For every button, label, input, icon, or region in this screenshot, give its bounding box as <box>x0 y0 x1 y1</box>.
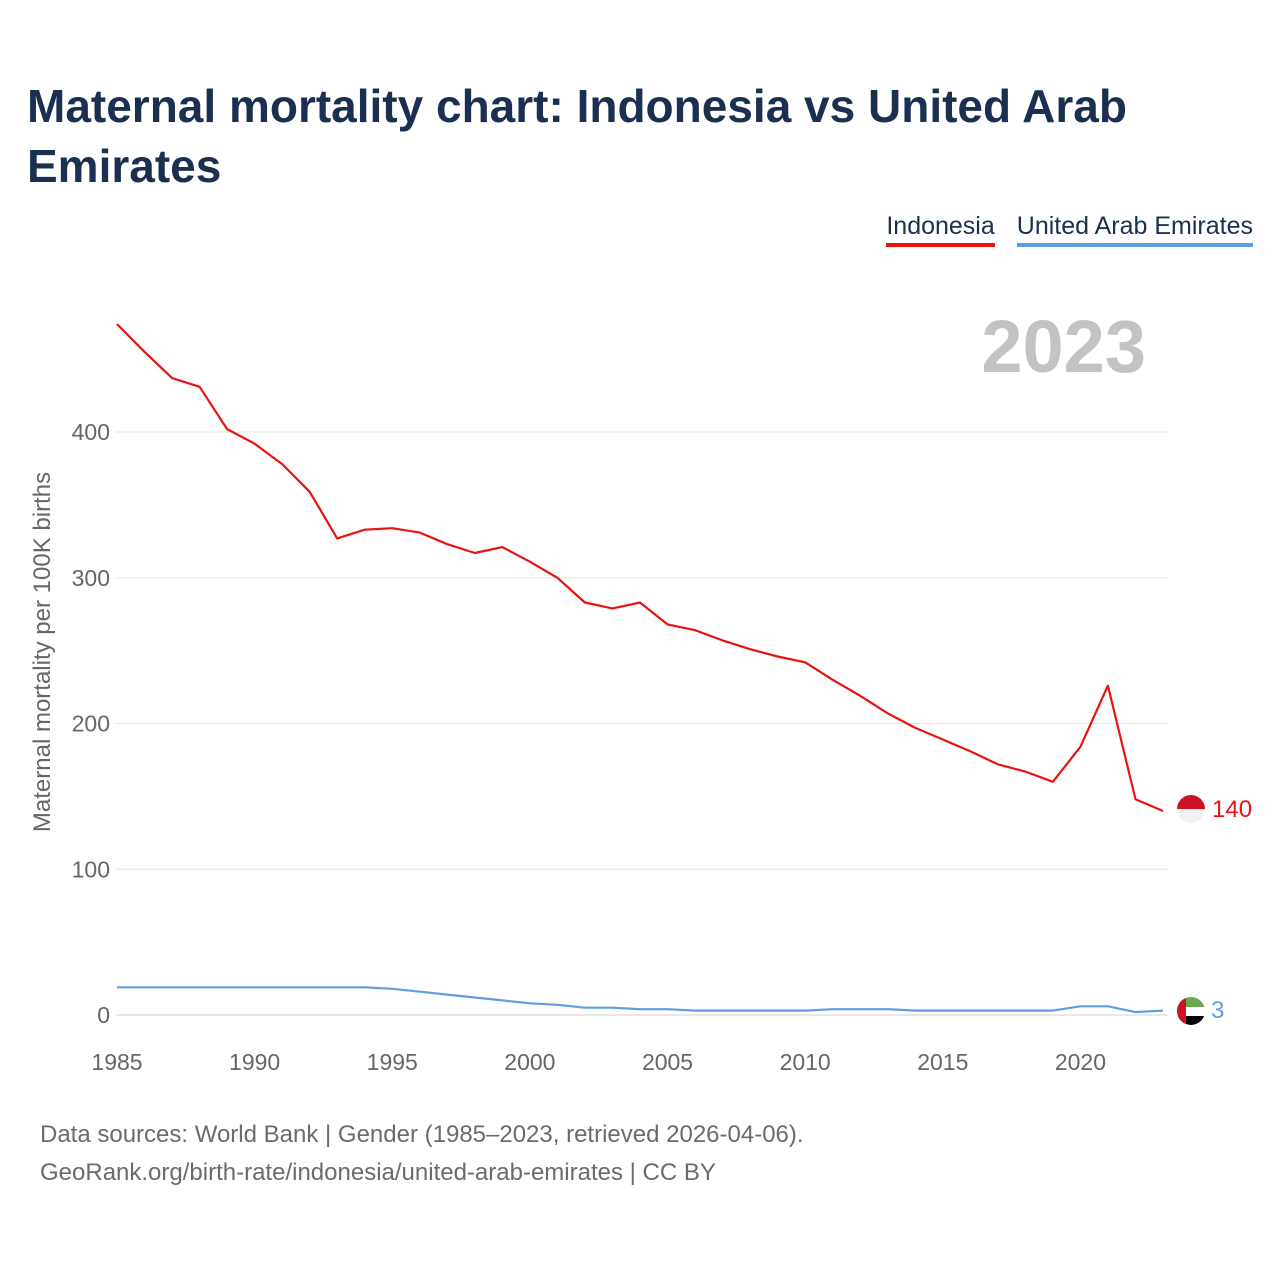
legend: Indonesia United Arab Emirates <box>886 212 1253 247</box>
x-tick-label: 1990 <box>229 1049 280 1075</box>
x-tick-label: 2000 <box>504 1049 555 1075</box>
x-tick-label: 2020 <box>1055 1049 1106 1075</box>
x-tick-label: 1985 <box>91 1049 142 1075</box>
source-note: Data sources: World Bank | Gender (1985–… <box>40 1116 804 1192</box>
series-line-uae[interactable] <box>117 986 1164 1014</box>
y-tick-label: 300 <box>72 565 110 591</box>
uae-end-label: 3 <box>1211 997 1224 1024</box>
chart-title: Maternal mortality chart: Indonesia vs U… <box>27 80 1127 192</box>
indonesia-flag <box>1177 795 1205 823</box>
x-tick-label: 2010 <box>780 1049 831 1075</box>
series-line-indonesia[interactable] <box>116 323 1164 813</box>
source-line-2[interactable]: GeoRank.org/birth-rate/indonesia/united-… <box>40 1159 716 1186</box>
x-tick-label: 2005 <box>642 1049 693 1075</box>
uae-flag <box>1177 997 1205 1025</box>
line-chart: 0 100 200 300 400 1985 1990 1995 2000 2005 2010 20… <box>29 305 1252 1075</box>
indonesia-end-label: 140 <box>1212 796 1252 823</box>
y-tick-label: 0 <box>97 1002 110 1028</box>
y-tick-label: 200 <box>72 711 110 737</box>
year-label: 2023 <box>981 305 1146 388</box>
x-tick-label: 2015 <box>917 1049 968 1075</box>
legend-item-uae[interactable]: United Arab Emirates <box>1016 212 1253 247</box>
y-tick-label: 100 <box>72 856 110 882</box>
source-line-1: Data sources: World Bank | Gender (1985–… <box>40 1121 804 1148</box>
y-tick-label: 400 <box>72 419 110 445</box>
x-tick-label: 1995 <box>367 1049 418 1075</box>
legend-item-indonesia[interactable]: Indonesia <box>886 212 995 247</box>
y-axis-label: Maternal mortality per 100K births <box>29 472 56 832</box>
